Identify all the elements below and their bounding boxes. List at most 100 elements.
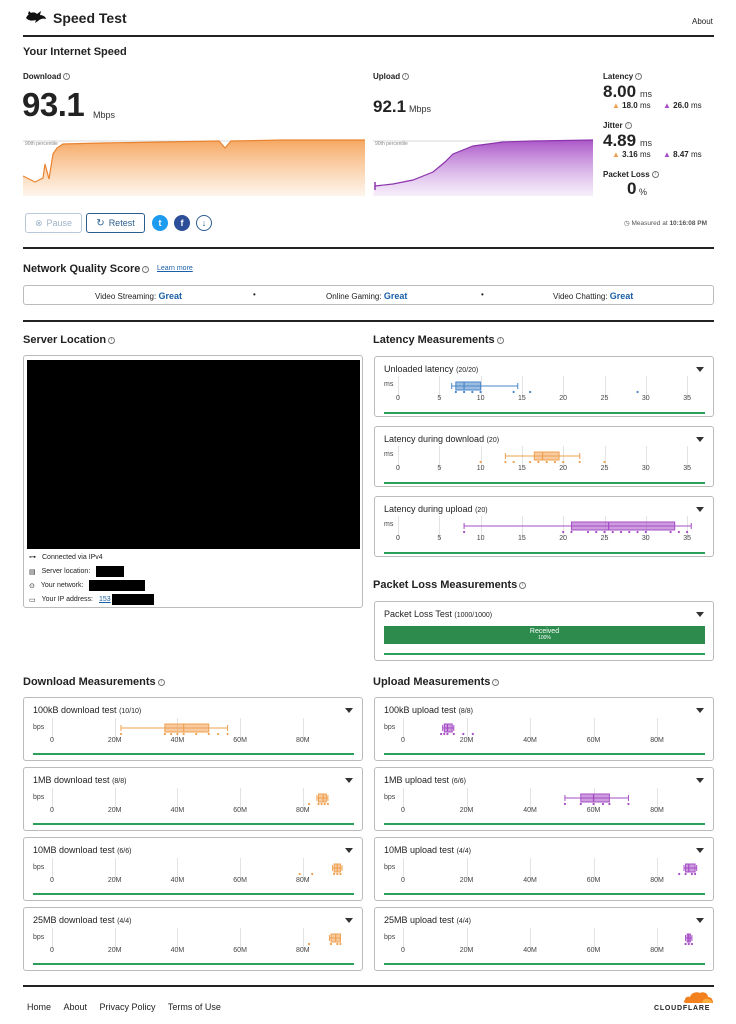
chevron-down-icon[interactable] — [696, 437, 704, 442]
info-icon[interactable]: i — [496, 336, 504, 344]
download-percentile-label: 90th percentile — [25, 141, 58, 147]
grid-line — [398, 446, 399, 470]
chevron-down-icon[interactable] — [345, 918, 353, 923]
axis-unit-label: bps — [384, 934, 396, 941]
footer-link-about[interactable]: About — [63, 1002, 87, 1012]
grid-line — [563, 516, 565, 540]
twitter-share-icon[interactable]: t — [152, 215, 168, 231]
grid-line — [403, 858, 404, 880]
grid-line — [177, 858, 179, 880]
grid-line — [177, 788, 179, 810]
data-point — [512, 460, 515, 464]
chevron-down-icon[interactable] — [696, 367, 704, 372]
box-plot — [563, 793, 630, 806]
chevron-down-icon[interactable] — [696, 918, 704, 923]
grid-line — [530, 788, 531, 810]
axis-tick-label: 15 — [517, 465, 526, 472]
axis-tick-label: 25 — [600, 535, 609, 542]
retest-button[interactable]: ↻ Retest — [86, 213, 145, 233]
info-icon[interactable]: i — [519, 581, 527, 589]
packet-loss-baseline — [384, 653, 705, 655]
download-results-icon[interactable]: ↓ — [196, 215, 212, 231]
info-icon[interactable]: i — [63, 73, 71, 81]
data-point — [479, 390, 482, 394]
info-icon[interactable]: i — [402, 73, 410, 81]
axis-tick-label: 20M — [459, 737, 474, 744]
axis-tick-label: 20M — [459, 877, 474, 884]
pause-button[interactable]: ⊗ Pause — [25, 213, 82, 233]
pause-label: Pause — [46, 218, 73, 228]
grid-line — [114, 928, 116, 950]
chevron-down-icon[interactable] — [696, 778, 704, 783]
grid-line — [593, 718, 595, 740]
data-point — [163, 732, 166, 736]
latency-download: ▲ 18.0 ms — [612, 101, 651, 110]
measurement-card-count: (4/4) — [456, 848, 471, 855]
chevron-down-icon[interactable] — [696, 507, 704, 512]
info-icon[interactable]: i — [142, 265, 150, 273]
download-measurements-title-text: Download Measurements — [23, 676, 156, 688]
box-iqr — [580, 793, 610, 803]
server-map[interactable] — [27, 360, 360, 549]
data-point — [217, 732, 220, 736]
server-location-title: Server Location i — [23, 334, 116, 346]
card-baseline — [384, 963, 705, 965]
packet-loss-test-title: Packet Loss Test (1000/1000) — [384, 609, 492, 619]
measurement-card: 1MB upload test (6/6) bps 0 20M 40M 60M 80M — [374, 767, 714, 831]
axis-tick-label: 30 — [641, 395, 650, 402]
chevron-down-icon[interactable] — [696, 708, 704, 713]
data-point — [579, 802, 582, 806]
ip-address-link[interactable]: 153 — [99, 596, 111, 603]
chevron-down-icon[interactable] — [696, 612, 704, 617]
packet-loss-test-label: Packet Loss Test — [384, 609, 452, 619]
axis-tick-label: 40M — [170, 877, 185, 884]
card-baseline — [384, 823, 705, 825]
data-point — [570, 530, 573, 534]
facebook-share-icon[interactable]: f — [174, 215, 190, 231]
data-point — [323, 802, 326, 806]
box-iqr — [570, 521, 676, 531]
chevron-down-icon[interactable] — [345, 848, 353, 853]
card-baseline — [384, 552, 705, 554]
axis-unit-label: ms — [384, 381, 394, 388]
info-icon[interactable]: i — [624, 122, 632, 130]
chevron-down-icon[interactable] — [345, 708, 353, 713]
axis-unit-label: ms — [384, 451, 394, 458]
info-icon[interactable]: i — [108, 336, 116, 344]
about-link[interactable]: About — [692, 17, 713, 26]
online-gaming-score: Online Gaming: Great — [326, 291, 407, 301]
data-point — [644, 530, 647, 534]
data-point — [307, 802, 311, 806]
jitter-download-value: 3.16 — [622, 150, 638, 159]
data-point — [529, 460, 532, 464]
info-icon[interactable]: i — [157, 678, 165, 686]
grid-line — [604, 446, 606, 470]
data-point — [479, 460, 482, 464]
footer-link-terms[interactable]: Terms of Use — [167, 1002, 221, 1012]
axis-tick-label: 60M — [586, 807, 601, 814]
info-icon[interactable]: i — [492, 678, 500, 686]
axis-tick-label: 40M — [523, 877, 537, 884]
grid-line — [521, 376, 523, 400]
axis-tick-label: 15 — [517, 535, 526, 542]
info-icon[interactable]: i — [651, 171, 659, 179]
grid-line — [530, 928, 531, 950]
data-point — [462, 390, 466, 394]
packet-loss-measurements-title: Packet Loss Measurements i — [373, 579, 527, 591]
footer-link-home[interactable]: Home — [27, 1002, 52, 1012]
learn-more-link[interactable]: Learn more — [157, 265, 193, 272]
received-label: Received — [529, 628, 560, 635]
data-point — [619, 530, 623, 534]
chevron-down-icon[interactable] — [696, 848, 704, 853]
chevron-down-icon[interactable] — [345, 778, 353, 783]
download-value: 93.1 — [22, 86, 85, 123]
axis-tick-label: 0 — [401, 807, 405, 814]
axis-tick-label: 20 — [559, 535, 568, 542]
upload-label-text: Upload — [373, 72, 401, 81]
grid-line — [439, 446, 441, 470]
info-icon[interactable]: i — [635, 73, 643, 81]
footer-link-privacy[interactable]: Privacy Policy — [99, 1002, 156, 1012]
grid-line — [240, 928, 242, 950]
grid-line — [302, 858, 304, 880]
server-location-title-text: Server Location — [23, 334, 107, 346]
